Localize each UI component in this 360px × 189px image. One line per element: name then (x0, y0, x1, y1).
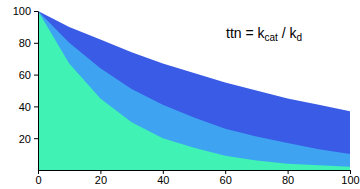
tick-mark (34, 106, 38, 107)
annotation-subscript: cat (265, 32, 279, 43)
plot-area (38, 11, 350, 170)
tick: 100 (13, 5, 38, 17)
tick-mark (34, 75, 38, 76)
tick-label: 60 (19, 69, 31, 81)
tick-label: 100 (13, 5, 31, 17)
tick: 60 (220, 170, 232, 186)
area-series (38, 11, 350, 170)
tick-label: 20 (19, 133, 31, 145)
tick: 20 (95, 170, 107, 186)
tick: 40 (19, 101, 38, 113)
tick: 20 (19, 133, 38, 145)
tick-mark (34, 43, 38, 44)
annotation: ttn = kcat / kd (226, 25, 302, 43)
annotation-text: ttn = k (226, 25, 266, 41)
tick-label: 20 (95, 174, 107, 186)
annotation-subscript: d (297, 32, 303, 43)
tick-label: 60 (220, 174, 232, 186)
area-series (38, 11, 350, 170)
y-axis: 20 40 60 80 100 (13, 5, 39, 170)
tick-label: 40 (19, 101, 31, 113)
x-axis-line (39, 170, 351, 171)
tick-label: 100 (341, 174, 359, 186)
area-series (38, 11, 350, 170)
annotation-text: / k (278, 25, 298, 41)
tick-label: 80 (282, 174, 294, 186)
y-axis-line (38, 12, 39, 171)
tick-label: 40 (157, 174, 169, 186)
tick-label: 80 (19, 37, 31, 49)
tick: 40 (157, 170, 169, 186)
tick: 60 (19, 69, 38, 81)
tick-mark (34, 138, 38, 139)
tick: 100 (341, 170, 359, 186)
tick: 80 (19, 37, 38, 49)
x-axis: 0 20 40 60 80 100 (35, 170, 359, 186)
tick: 0 (35, 170, 41, 186)
tick-label: 0 (35, 174, 41, 186)
tick-mark (34, 11, 38, 12)
tick: 80 (282, 170, 294, 186)
